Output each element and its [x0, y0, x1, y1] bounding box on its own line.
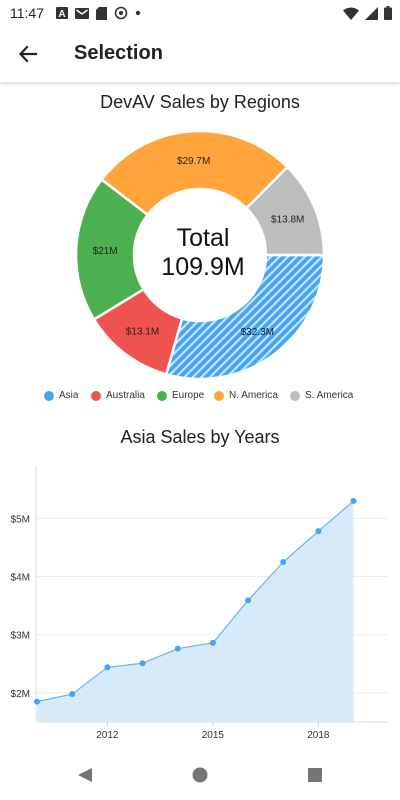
y-tick-label: $5M [11, 514, 30, 525]
donut-slice-label: $13.1M [126, 327, 159, 338]
legend-item-n-america[interactable]: N. America [214, 390, 278, 401]
gmail-icon [75, 7, 89, 19]
app-bar: Selection [0, 26, 400, 82]
donut-legend: Asia Australia Europe N. America S. Amer… [0, 390, 400, 410]
page-title: Selection [74, 42, 163, 64]
data-point[interactable] [280, 559, 287, 565]
legend-marker [157, 390, 167, 401]
legend-item-australia[interactable]: Australia [91, 390, 145, 401]
donut-slice-label: $29.7M [177, 156, 210, 167]
nav-home-button[interactable] [187, 762, 213, 788]
data-point[interactable] [104, 664, 111, 671]
donut-slice-label: $32.3M [241, 327, 274, 338]
status-bar: 11:47 A [0, 0, 400, 26]
donut-chart-title: DevAV Sales by Regions [100, 92, 300, 112]
legend-marker [290, 390, 300, 401]
circle-home-icon [192, 767, 208, 783]
at-sign-icon [114, 6, 128, 20]
data-point[interactable] [139, 660, 146, 667]
x-tick-label: 2018 [307, 730, 330, 741]
sd-card-icon [96, 6, 107, 20]
legend-label: Australia [106, 390, 145, 401]
legend-label: N. America [229, 390, 278, 401]
nav-recents-button[interactable] [302, 762, 328, 788]
legend-label: S. America [305, 390, 354, 401]
donut-center-total: 109.9M [161, 253, 245, 281]
system-nav-bar [0, 748, 400, 800]
donut-slice-label: $21M [93, 246, 118, 257]
system-icons [343, 4, 392, 22]
donut-slice-s-america[interactable] [244, 165, 326, 257]
data-point[interactable] [315, 528, 322, 535]
donut-chart: $32.3M $13.1M $21M $29.7M $13.8M [74, 129, 326, 381]
x-tick-label: 2012 [96, 730, 119, 741]
triangle-back-icon [78, 768, 92, 782]
svg-text:A: A [58, 9, 65, 19]
battery-icon [384, 6, 392, 20]
y-tick-label: $4M [11, 573, 30, 584]
notification-icons: A [56, 5, 141, 21]
data-point[interactable] [245, 597, 252, 604]
status-time: 11:47 [10, 5, 44, 21]
legend-item-europe[interactable]: Europe [157, 390, 204, 401]
arrow-back-icon [18, 45, 38, 63]
data-point[interactable] [350, 497, 357, 504]
square-recents-icon [308, 768, 322, 782]
nav-back-button[interactable] [72, 762, 98, 788]
y-tick-label: $2M [11, 689, 30, 700]
donut-center-caption: Total [176, 224, 230, 252]
legend-label: Asia [59, 390, 79, 401]
data-point[interactable] [69, 691, 76, 698]
x-tick-label: 2015 [202, 730, 225, 741]
legend-item-asia[interactable]: Asia [44, 390, 78, 401]
legend-item-s-america[interactable]: S. America [290, 390, 353, 401]
donut-slice-europe[interactable] [74, 177, 150, 322]
data-point[interactable] [174, 645, 181, 652]
signal-icon [365, 6, 378, 20]
series-line [36, 500, 354, 703]
legend-marker [91, 390, 101, 401]
donut-center-label: Total 109.9M [130, 224, 276, 282]
area-chart: $2M $3M $4M $5M 2012 2015 2018 [11, 466, 388, 741]
legend-marker [44, 390, 54, 401]
font-icon: A [56, 7, 68, 19]
back-button[interactable] [12, 38, 44, 70]
donut-slice-n-america[interactable] [99, 129, 290, 217]
legend-label: Europe [172, 390, 205, 401]
series-area [37, 500, 354, 722]
donut-slice-label: $13.8M [271, 214, 304, 225]
donut-slice-asia[interactable] [164, 253, 326, 381]
wifi-icon [343, 7, 359, 20]
data-point[interactable] [209, 639, 216, 646]
legend-marker [214, 390, 224, 401]
data-point[interactable] [34, 698, 41, 705]
dot-icon [135, 10, 141, 16]
line-chart-title: Asia Sales by Years [120, 427, 280, 447]
y-tick-label: $3M [11, 631, 30, 642]
